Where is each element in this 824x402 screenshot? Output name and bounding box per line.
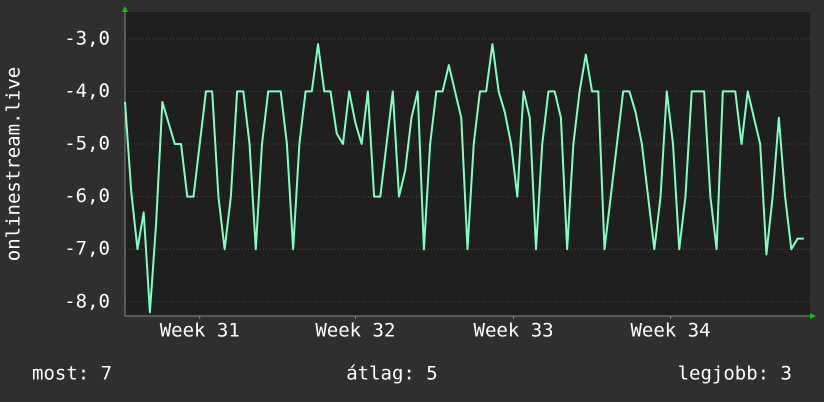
- plot-area: [125, 12, 810, 316]
- y-axis-label: onlinestream.live: [3, 67, 25, 261]
- axis-arrow: [810, 313, 816, 319]
- x-tick-label: Week 32: [315, 320, 395, 342]
- y-tick-label: -7,0: [64, 238, 110, 260]
- y-tick-label: -4,0: [64, 80, 110, 102]
- y-tick-label: -3,0: [64, 27, 110, 49]
- x-tick-label: Week 34: [630, 320, 710, 342]
- data-line: [124, 43, 804, 314]
- y-tick-label: -8,0: [64, 290, 110, 312]
- y-tick-label: -6,0: [64, 185, 110, 207]
- footer-average: átlag: 5: [346, 363, 438, 385]
- y-tick-label: -5,0: [64, 133, 110, 155]
- axis-arrow: [122, 6, 128, 12]
- footer-best: legjobb: 3: [678, 363, 792, 385]
- x-tick-label: Week 33: [474, 320, 554, 342]
- footer-current: most: 7: [32, 363, 112, 385]
- x-tick-label: Week 31: [160, 320, 240, 342]
